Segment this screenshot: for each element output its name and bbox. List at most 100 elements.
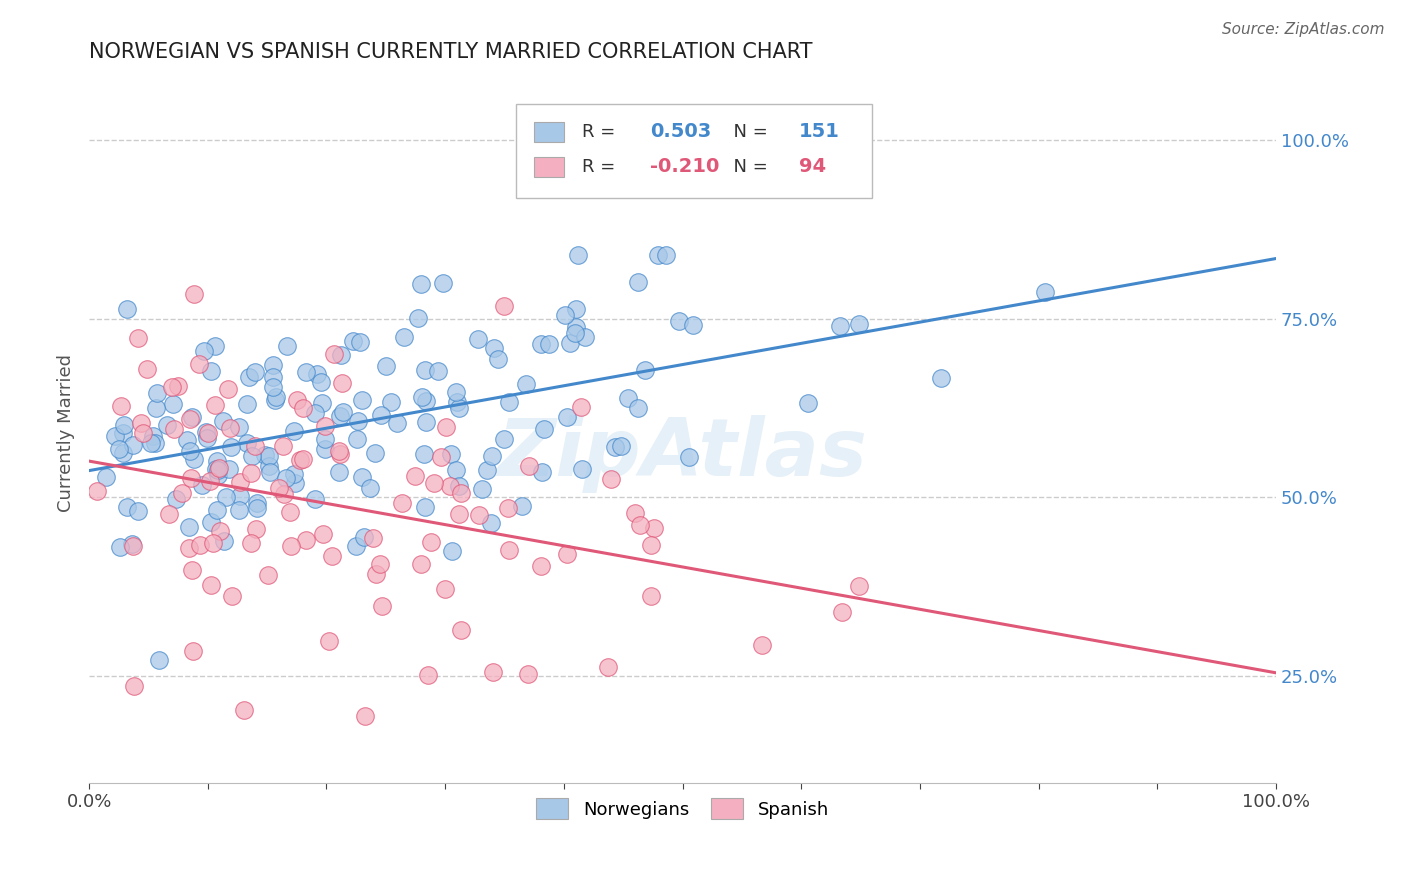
Point [655,248,678,262]
Point [193,344,215,359]
Point [330,376,353,390]
Point [329,347,352,361]
Point [347,414,370,428]
Point [354,709,377,723]
Point [449,507,471,521]
Text: -0.210: -0.210 [651,157,720,177]
Point [200,515,222,529]
Point [285,392,308,407]
Point [176,433,198,447]
Point [446,395,468,409]
Point [240,535,263,549]
Point [195,425,218,440]
Point [328,465,350,479]
Point [1033,285,1056,300]
Point [112,418,135,433]
Point [217,382,239,396]
Point [273,487,295,501]
Point [218,462,240,476]
Point [238,370,260,384]
Point [181,563,204,577]
Point [363,531,385,545]
Text: ZipAtlas: ZipAtlas [498,415,868,493]
Point [221,441,243,455]
Point [110,399,132,413]
Point [498,542,520,557]
Point [533,422,555,436]
Point [264,391,287,405]
Point [627,401,650,415]
Point [122,540,145,554]
Point [191,478,214,492]
Point [183,287,205,301]
Point [215,491,238,505]
Text: 94: 94 [799,157,825,177]
Point [236,435,259,450]
Point [627,275,650,289]
Point [329,447,352,461]
Point [246,495,269,509]
Point [232,703,254,717]
Point [236,397,259,411]
Point [415,393,437,408]
Point [283,467,305,482]
Point [122,679,145,693]
Point [204,399,226,413]
Point [228,419,250,434]
Point [165,492,187,507]
Point [494,432,516,446]
Point [228,502,250,516]
Text: Source: ZipAtlas.com: Source: ZipAtlas.com [1222,22,1385,37]
Point [257,449,280,463]
Point [245,522,267,536]
Point [371,599,394,614]
Point [132,425,155,440]
Point [359,482,381,496]
Point [332,405,354,419]
Point [439,479,461,493]
Point [135,362,157,376]
Point [156,417,179,432]
Point [129,416,152,430]
Legend: Norwegians, Spanish: Norwegians, Spanish [522,784,844,833]
Point [228,489,250,503]
Point [415,415,437,429]
Point [314,432,336,446]
Point [122,438,145,452]
Text: R =: R = [582,158,620,176]
Point [471,482,494,496]
Point [349,334,371,349]
Point [180,410,202,425]
Point [617,391,640,405]
Point [640,538,662,552]
Point [243,365,266,379]
Point [162,379,184,393]
Point [183,644,205,658]
Point [413,447,436,461]
Point [423,475,446,490]
Point [411,390,433,404]
Point [406,311,429,326]
FancyBboxPatch shape [534,157,564,177]
Point [253,448,276,462]
Text: 0.503: 0.503 [651,122,711,141]
Point [108,540,131,554]
Point [127,331,149,345]
Point [510,499,533,513]
Point [291,401,314,416]
Point [208,524,231,538]
Point [344,539,367,553]
Point [450,486,472,500]
Point [797,395,820,409]
Point [640,590,662,604]
Point [440,446,463,460]
Point [280,539,302,553]
Point [259,466,281,480]
Point [146,385,169,400]
Point [564,320,586,334]
Point [195,431,218,445]
Point [295,366,318,380]
Point [221,589,243,603]
Point [411,557,433,571]
Point [121,537,143,551]
